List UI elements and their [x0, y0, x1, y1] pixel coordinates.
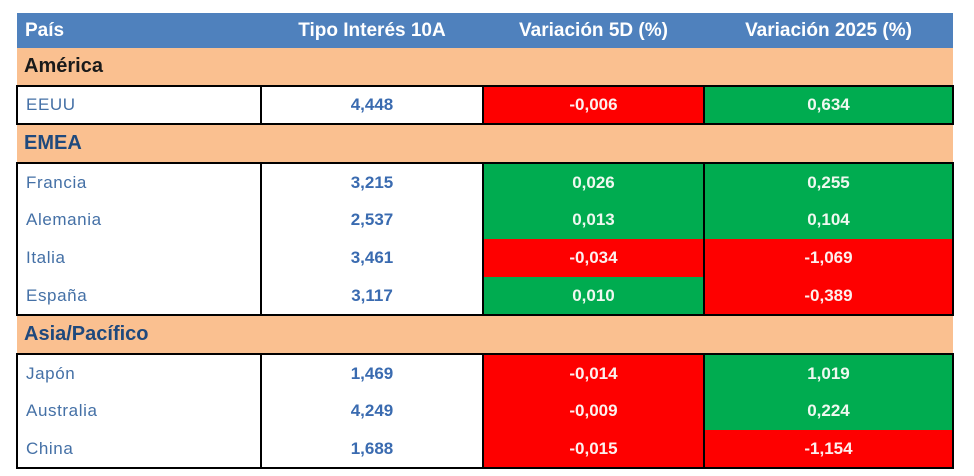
- variation-2025-cell: -1,154: [704, 430, 954, 469]
- table-row-alemania: Alemania 2,537 0,013 0,104: [16, 201, 954, 239]
- variation-5d-cell: 0,026: [483, 162, 705, 201]
- variation-2025-cell: 0,224: [704, 392, 954, 430]
- section-title: EMEA: [17, 124, 953, 163]
- variation-5d-cell: -0,014: [483, 353, 705, 392]
- variation-5d-cell: -0,009: [483, 392, 705, 430]
- table-row-italia: Italia 3,461 -0,034 -1,069: [16, 239, 954, 277]
- column-header-variacion-2025: Variación 2025 (%): [704, 13, 953, 48]
- column-header-variacion-5d: Variación 5D (%): [483, 13, 704, 48]
- table-header-row: País Tipo Interés 10A Variación 5D (%) V…: [17, 13, 953, 48]
- rate-cell: 4,448: [261, 85, 484, 125]
- country-cell: China: [16, 430, 262, 469]
- rate-cell: 1,688: [261, 430, 484, 469]
- rate-cell: 4,249: [261, 392, 484, 430]
- rate-cell: 3,117: [261, 277, 484, 316]
- column-header-pais: País: [17, 13, 261, 48]
- table-row-espana: España 3,117 0,010 -0,389: [16, 277, 954, 316]
- country-cell: EEUU: [16, 85, 262, 125]
- variation-2025-cell: 1,019: [704, 353, 954, 392]
- table-row-china: China 1,688 -0,015 -1,154: [16, 430, 954, 469]
- section-row-america: América: [17, 48, 953, 86]
- country-cell: Japón: [16, 353, 262, 392]
- table-row-japon: Japón 1,469 -0,014 1,019: [16, 353, 954, 392]
- country-cell: Italia: [16, 239, 262, 277]
- country-cell: Francia: [16, 162, 262, 201]
- variation-5d-cell: 0,010: [483, 277, 705, 316]
- section-title: Asia/Pacífico: [17, 315, 953, 354]
- variation-2025-cell: 0,634: [704, 85, 954, 125]
- country-cell: España: [16, 277, 262, 316]
- variation-5d-cell: -0,006: [483, 85, 705, 125]
- table-row-australia: Australia 4,249 -0,009 0,224: [16, 392, 954, 430]
- section-row-emea: EMEA: [17, 124, 953, 163]
- table-row-francia: Francia 3,215 0,026 0,255: [16, 162, 954, 201]
- rate-cell: 1,469: [261, 353, 484, 392]
- rate-cell: 3,215: [261, 162, 484, 201]
- variation-2025-cell: 0,255: [704, 162, 954, 201]
- country-cell: Australia: [16, 392, 262, 430]
- interest-rates-table: País Tipo Interés 10A Variación 5D (%) V…: [16, 13, 954, 469]
- rate-cell: 2,537: [261, 201, 484, 239]
- section-row-asia-pacifico: Asia/Pacífico: [17, 315, 953, 354]
- table-body: América EEUU 4,448 -0,006 0,634 EMEA Francia 3,…: [16, 48, 954, 469]
- variation-2025-cell: -0,389: [704, 277, 954, 316]
- variation-5d-cell: -0,015: [483, 430, 705, 469]
- country-cell: Alemania: [16, 201, 262, 239]
- variation-2025-cell: -1,069: [704, 239, 954, 277]
- table-row-eeuu: EEUU 4,448 -0,006 0,634: [16, 85, 954, 125]
- section-title: América: [17, 48, 953, 86]
- variation-2025-cell: 0,104: [704, 201, 954, 239]
- column-header-tipo-interes: Tipo Interés 10A: [261, 13, 483, 48]
- rate-cell: 3,461: [261, 239, 484, 277]
- variation-5d-cell: 0,013: [483, 201, 705, 239]
- variation-5d-cell: -0,034: [483, 239, 705, 277]
